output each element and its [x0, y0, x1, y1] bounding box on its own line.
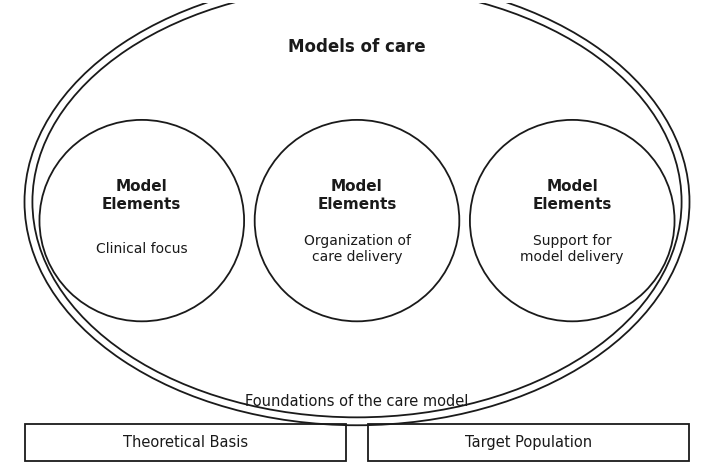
Text: Organization of
care delivery: Organization of care delivery: [303, 234, 411, 264]
Text: Theoretical Basis: Theoretical Basis: [124, 435, 248, 450]
Text: Model
Elements: Model Elements: [533, 179, 612, 211]
Text: Clinical focus: Clinical focus: [96, 242, 188, 256]
Ellipse shape: [39, 120, 244, 321]
Ellipse shape: [255, 120, 459, 321]
Text: Target Population: Target Population: [465, 435, 592, 450]
Text: Foundations of the care model: Foundations of the care model: [246, 394, 468, 410]
Text: Models of care: Models of care: [288, 38, 426, 56]
Ellipse shape: [470, 120, 675, 321]
Text: Model
Elements: Model Elements: [317, 179, 397, 211]
Text: Support for
model delivery: Support for model delivery: [521, 234, 624, 264]
Text: Model
Elements: Model Elements: [102, 179, 181, 211]
